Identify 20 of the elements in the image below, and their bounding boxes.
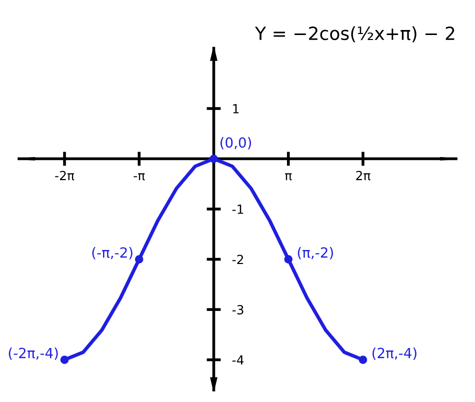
y-tick-label: 1	[233, 104, 239, 114]
point	[210, 154, 218, 163]
x-tick-label: π	[285, 173, 292, 180]
annotation: (-2π,-4)	[8, 348, 58, 360]
point	[284, 255, 293, 264]
annotation: (0,0)	[220, 137, 252, 150]
annotation: (π,-2)	[298, 247, 333, 260]
y-tick-label: -2	[232, 254, 244, 264]
x-tick-label: -2π	[55, 170, 74, 180]
y-tick-label: -1	[232, 204, 244, 214]
y-tick-label: -4	[232, 355, 244, 365]
annotation: (-π,-2)	[92, 247, 132, 260]
x-tick-label: -π	[134, 173, 145, 180]
point	[60, 356, 69, 364]
x-tick-label: 2π	[356, 170, 370, 180]
point	[358, 356, 368, 364]
y-tick-label: -3	[232, 305, 244, 314]
annotation: (2π,-4)	[372, 348, 416, 360]
chart-title: Y = −2cos(½x+π) − 2	[254, 26, 454, 42]
point	[134, 255, 144, 264]
